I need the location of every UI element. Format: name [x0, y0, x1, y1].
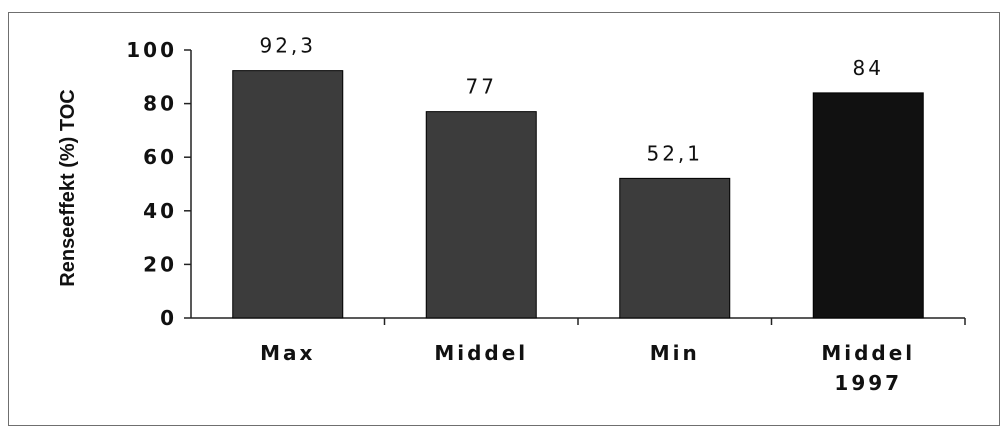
y-tick-label: 100	[126, 38, 177, 62]
x-axis-ticks	[383, 318, 966, 325]
y-axis-ticks: 0 20 40 60 80 100	[126, 38, 191, 330]
category-label: Middel	[821, 341, 915, 365]
category-labels: Max Middel Min Middel 1997	[260, 341, 915, 395]
value-label: 84	[853, 56, 884, 80]
y-tick-label: 0	[160, 306, 177, 330]
value-label: 92,3	[259, 34, 316, 58]
value-label: 52,1	[646, 141, 703, 165]
bar	[425, 111, 537, 319]
y-tick-label: 40	[143, 199, 177, 223]
value-labels: 92,3 77 52,1 84	[259, 34, 884, 166]
category-label: Max	[260, 341, 315, 365]
y-tick-label: 60	[143, 145, 177, 169]
category-label: Min	[650, 341, 700, 365]
bar	[619, 177, 731, 319]
bar	[232, 70, 344, 319]
y-tick-label: 80	[143, 92, 177, 116]
category-label: 1997	[834, 371, 902, 395]
y-tick-label: 20	[143, 252, 177, 276]
y-axis-label: Renseeffekt (%) TOC	[57, 89, 79, 286]
value-label: 77	[466, 75, 497, 99]
category-label: Middel	[434, 341, 528, 365]
bar	[812, 92, 924, 319]
bars	[232, 70, 924, 319]
